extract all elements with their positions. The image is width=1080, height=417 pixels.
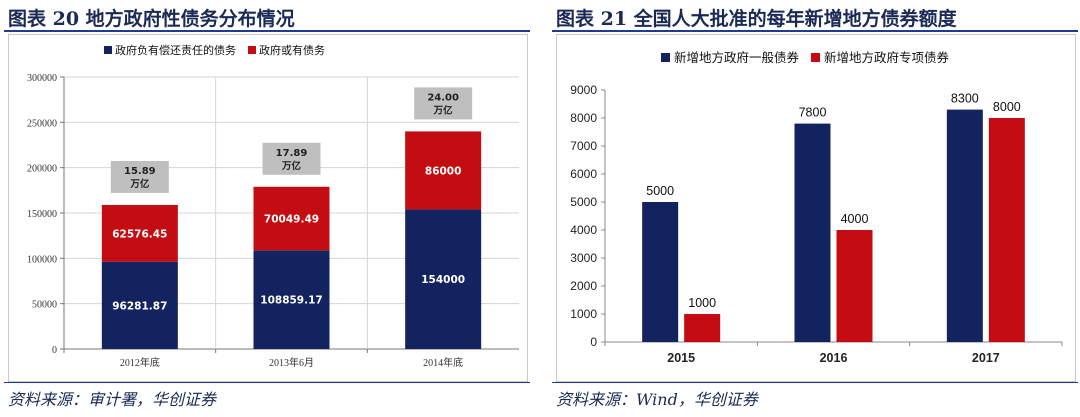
legend-swatch (248, 46, 256, 54)
bar-general-bond (794, 123, 831, 342)
x-tick-label: 2013年6月 (269, 356, 314, 369)
y-tick-label: 250000 (27, 118, 57, 129)
total-annotation-unit: 万亿 (129, 178, 150, 190)
x-tick-label: 2012年底 (120, 356, 160, 369)
y-tick-label: 2000 (570, 279, 597, 293)
y-tick-label: 0 (590, 335, 597, 349)
figure-21-source: 资料来源：Wind，华创证券 (556, 390, 758, 409)
bar-repayable-debt (101, 261, 178, 349)
legend-label: 政府负有偿还责任的债务 (115, 43, 236, 57)
total-annotation-unit: 万亿 (433, 104, 454, 116)
data-label: 8300 (951, 92, 979, 106)
data-label: 4000 (841, 212, 869, 226)
y-tick-label: 1000 (570, 307, 597, 321)
debt-distribution-chart: 政府负有偿还责任的债务 政府或有债务 0 50000 100000 150000 20000… (8, 34, 528, 382)
total-annotation-box (414, 87, 473, 120)
legend-swatch (811, 53, 820, 62)
y-tick-label: 9000 (570, 83, 597, 97)
total-annotation-value: 24.00 (427, 92, 459, 103)
data-label: 86000 (425, 165, 462, 177)
new-bond-quota-chart: 新增地方政府一般债券 新增地方政府专项债券 0 1000 2000 3000 4000 500… (556, 34, 1076, 382)
data-label: 5000 (646, 184, 674, 198)
x-tick-label: 2017 (972, 351, 1000, 365)
bottom-rule (4, 382, 530, 383)
data-label: 70049.49 (264, 214, 319, 226)
y-tick-label: 100000 (27, 254, 57, 265)
total-annotation-value: 17.89 (276, 148, 308, 159)
y-tick-label: 200000 (27, 164, 57, 175)
bar-special-bond (988, 118, 1025, 342)
x-tick-label: 2016 (820, 351, 848, 365)
data-label: 8000 (993, 100, 1021, 114)
legend-label: 新增地方政府一般债券 (674, 50, 800, 65)
bar-special-bond (836, 230, 873, 342)
figure-20-panel: 图表 20 地方政府性债务分布情况 政府负有偿还责任的债务 政府或有债务 0 5000… (4, 0, 530, 417)
total-annotation-box (110, 160, 169, 193)
legend-swatch (104, 46, 112, 54)
bottom-rule (552, 382, 1078, 383)
data-label: 154000 (421, 274, 465, 286)
bar-contingent-debt (405, 131, 482, 210)
y-tick-label: 5000 (570, 195, 597, 209)
bar-general-bond (946, 109, 983, 342)
legend-label: 新增地方政府专项债券 (824, 50, 950, 65)
new-bond-quota-svg: 新增地方政府一般债券 新增地方政府专项债券 0 1000 2000 3000 4000 500… (570, 50, 1063, 365)
x-tick-label: 2015 (667, 351, 695, 365)
bar-contingent-debt (253, 186, 330, 251)
title-rule (4, 30, 530, 32)
y-tick-label: 3000 (570, 251, 597, 265)
debt-distribution-svg: 政府负有偿还责任的债务 政府或有债务 0 50000 100000 150000 20000… (27, 43, 519, 369)
bar-repayable-debt (405, 209, 482, 349)
figure-21-panel: 图表 21 全国人大批准的每年新增地方债券额度 新增地方政府一般债券 新增地方政府… (552, 0, 1078, 417)
total-annotation-value: 15.89 (124, 166, 156, 177)
data-label: 1000 (688, 296, 716, 310)
bar-repayable-debt (253, 250, 330, 349)
figure-21-title: 图表 21 全国人大批准的每年新增地方债券额度 (556, 8, 957, 30)
bar-contingent-debt (101, 204, 178, 262)
y-tick-label: 7000 (570, 139, 597, 153)
data-label: 96281.87 (112, 300, 167, 312)
figure-20-title: 图表 20 地方政府性债务分布情况 (8, 8, 295, 30)
y-tick-label: 150000 (27, 209, 57, 220)
y-tick-label: 6000 (570, 167, 597, 181)
y-tick-label: 50000 (32, 300, 57, 311)
figure-20-source: 资料来源：审计署，华创证券 (8, 390, 217, 409)
data-label: 62576.45 (112, 228, 167, 240)
y-tick-label: 4000 (570, 223, 597, 237)
legend-label: 政府或有债务 (259, 43, 325, 57)
y-tick-label: 0 (52, 345, 57, 356)
y-tick-label: 300000 (27, 73, 57, 84)
total-annotation-unit: 万亿 (281, 160, 302, 172)
total-annotation-box (262, 142, 321, 175)
bar-general-bond (642, 202, 679, 342)
title-rule (552, 30, 1078, 32)
data-label: 7800 (799, 106, 827, 120)
legend-swatch (661, 53, 670, 62)
x-tick-label: 2014年底 (423, 356, 463, 369)
bar-special-bond (684, 314, 721, 342)
y-tick-label: 8000 (570, 111, 597, 125)
data-label: 108859.17 (260, 295, 322, 307)
